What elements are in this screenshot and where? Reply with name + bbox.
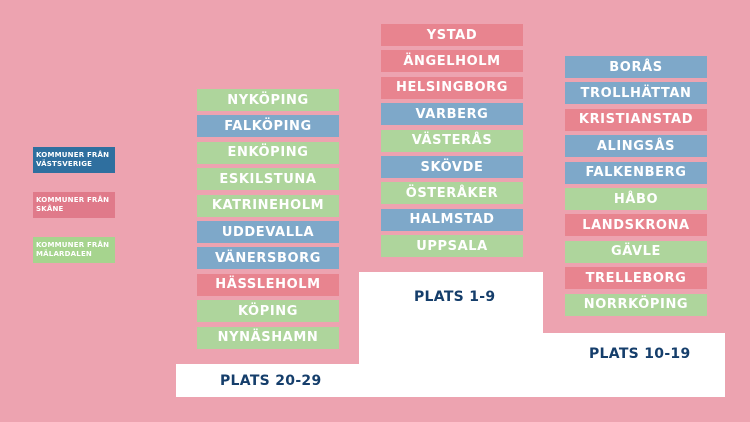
legend-item-vastsverige: KOMMUNER FRÅN VÄSTSVERIGE xyxy=(33,147,115,173)
list-item: ÄNGELHOLM xyxy=(381,50,523,73)
legend-label-line1: KOMMUNER FRÅN xyxy=(36,196,110,204)
list-item: ENKÖPING xyxy=(197,141,339,164)
list-item: FALKÖPING xyxy=(197,115,339,138)
list-item: VÄSTERÅS xyxy=(381,129,523,152)
legend-label-line2: MÄLARDALEN xyxy=(36,250,92,258)
list-item: YSTAD xyxy=(381,24,523,46)
legend-label-line2: VÄSTSVERIGE xyxy=(36,160,93,168)
list-item: TRELLEBORG xyxy=(565,267,707,290)
podium-label-20-29: PLATS 20-29 xyxy=(220,373,322,389)
list-item: KRISTIANSTAD xyxy=(565,108,707,131)
list-item: VARBERG xyxy=(381,103,523,126)
list-item: SKÖVDE xyxy=(381,156,523,178)
list-item: NORRKÖPING xyxy=(565,293,707,316)
list-item: VÄNERSBORG xyxy=(197,247,339,270)
legend-item-malardalen: KOMMUNER FRÅN MÄLARDALEN xyxy=(33,237,115,263)
list-item: LANDSKRONA xyxy=(565,214,707,237)
list-item: UDDEVALLA xyxy=(197,221,339,243)
list-item: NYNÄSHAMN xyxy=(197,326,339,349)
list-item: HÅBO xyxy=(565,188,707,210)
podium-block-10-19 xyxy=(543,333,725,397)
legend-item-skane: KOMMUNER FRÅN SKÅNE xyxy=(33,192,115,218)
list-item: ALINGSÅS xyxy=(565,135,707,158)
legend-label-line2: SKÅNE xyxy=(36,205,64,213)
list-item: HALMSTAD xyxy=(381,208,523,231)
podium-block-1-9 xyxy=(359,272,543,397)
list-item: NYKÖPING xyxy=(197,89,339,111)
list-item: FALKENBERG xyxy=(565,161,707,184)
list-item: HÄSSLEHOLM xyxy=(197,273,339,296)
podium-label-1-9: PLATS 1-9 xyxy=(414,289,496,305)
list-item: HELSINGBORG xyxy=(381,76,523,99)
podium-block-20-29 xyxy=(176,364,360,397)
list-item: KÖPING xyxy=(197,300,339,323)
list-item: KATRINEHOLM xyxy=(197,194,339,217)
list-item: TROLLHÄTTAN xyxy=(565,82,707,105)
list-item: UPPSALA xyxy=(381,235,523,258)
list-item: ÖSTERÅKER xyxy=(381,182,523,205)
list-item: GÄVLE xyxy=(565,240,707,263)
list-item: BORÅS xyxy=(565,56,707,78)
legend-label-line1: KOMMUNER FRÅN xyxy=(36,151,110,159)
podium-label-10-19: PLATS 10-19 xyxy=(589,346,691,362)
list-item: ESKILSTUNA xyxy=(197,168,339,191)
legend-label-line1: KOMMUNER FRÅN xyxy=(36,241,110,249)
